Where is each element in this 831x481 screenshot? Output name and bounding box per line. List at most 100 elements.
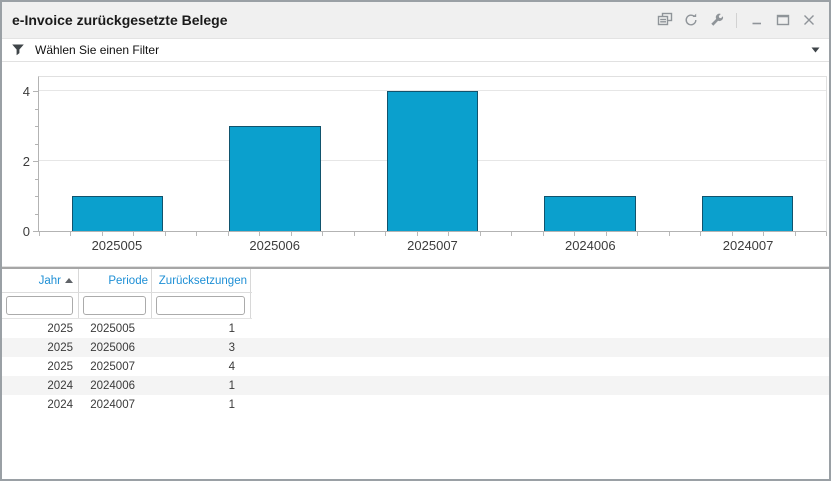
chart-x-tick-label: 2025006 (196, 238, 354, 253)
chart-bar[interactable] (544, 196, 635, 231)
caret-down-icon[interactable] (811, 47, 820, 53)
titlebar-icon-group (654, 10, 819, 31)
column-header-periode[interactable]: Periode (79, 269, 152, 292)
table-cell: 1 (152, 399, 251, 411)
chart-y-tick-label: 4 (23, 84, 30, 99)
column-header-label: Periode (108, 275, 148, 287)
chart-bar[interactable] (387, 91, 478, 231)
popout-icon[interactable] (654, 10, 675, 31)
chart-bar[interactable] (72, 196, 163, 231)
chart-x-tick-mark (39, 232, 40, 236)
table-cell: 3 (152, 342, 251, 354)
table-row[interactable]: 202520250063 (2, 338, 829, 357)
chart-x-tick-mark (417, 232, 418, 236)
table-header-row: Jahr Periode Zurücksetzungen (2, 269, 252, 293)
chart-x-tick-mark (70, 232, 71, 236)
chart-x-tick-mark (826, 232, 827, 236)
table-cell: 2025006 (79, 342, 152, 354)
column-header-label: Jahr (39, 275, 61, 287)
table-cell: 2025 (2, 342, 79, 354)
chart-x-tick-mark (574, 232, 575, 236)
chart-x-tick-mark (165, 232, 166, 236)
chart-x-tick-mark (543, 232, 544, 236)
minimize-icon[interactable] (746, 10, 767, 31)
filter-cell (2, 293, 79, 318)
refresh-icon[interactable] (680, 10, 701, 31)
app-window: e-Invoice zurückgesetzte Belege (0, 0, 831, 481)
chart-bar-cell (354, 91, 511, 231)
table-cell: 2024 (2, 380, 79, 392)
filter-selector-bar[interactable]: Wählen Sie einen Filter (2, 39, 829, 61)
chart-y-axis: 024 (2, 76, 38, 232)
chart-x-tick-mark (795, 232, 796, 236)
chart-x-tick-mark (291, 232, 292, 236)
chart-bar[interactable] (229, 126, 320, 231)
chart-x-tick-mark (322, 232, 323, 236)
chart-x-tick-mark (385, 232, 386, 236)
filter-input-zurücksetzungen[interactable] (156, 296, 245, 315)
chart-bar[interactable] (702, 196, 793, 231)
table-row[interactable]: 202520250051 (2, 319, 829, 338)
filter-funnel-icon (11, 43, 25, 57)
table-cell: 2025005 (79, 323, 152, 335)
table-filter-row (2, 293, 252, 319)
chart-x-tick-label: 2025007 (354, 238, 512, 253)
close-icon[interactable] (798, 10, 819, 31)
chart-y-tick-label: 0 (23, 224, 30, 239)
chart-plot (38, 76, 827, 232)
chart-x-tick-mark (354, 232, 355, 236)
chart-x-tick-mark (637, 232, 638, 236)
table-row[interactable]: 202420240071 (2, 395, 829, 414)
filter-cell (152, 293, 251, 318)
table-cell: 2025 (2, 323, 79, 335)
table-cell: 4 (152, 361, 251, 373)
chart-x-tick-mark (606, 232, 607, 236)
filter-input-jahr[interactable] (6, 296, 73, 315)
chart-x-tick-mark (102, 232, 103, 236)
chart-x-tick-mark (480, 232, 481, 236)
chart-x-tick-label: 2024006 (511, 238, 669, 253)
chart-bar-cell (196, 126, 353, 231)
chart-bars (39, 77, 826, 231)
sort-ascending-icon (65, 278, 73, 283)
filter-input-periode[interactable] (83, 296, 146, 315)
table-row[interactable]: 202420240061 (2, 376, 829, 395)
chart-x-tick-mark (133, 232, 134, 236)
chart-x-tick-label: 2025005 (38, 238, 196, 253)
chart-y-tick-label: 2 (23, 154, 30, 169)
chart-bar-cell (511, 196, 668, 231)
chart-x-tick-mark (732, 232, 733, 236)
chart-x-tick-mark (196, 232, 197, 236)
table-cell: 2024007 (79, 399, 152, 411)
table-cell: 1 (152, 380, 251, 392)
table-cell: 2025 (2, 361, 79, 373)
chart-x-tick-mark (669, 232, 670, 236)
chart-x-tick-mark (228, 232, 229, 236)
filter-cell (79, 293, 152, 318)
chart-x-tick-mark (259, 232, 260, 236)
chart-x-tick-mark (763, 232, 764, 236)
results-table: JahrPeriodeZurücksetzungen 2025202500512… (2, 267, 829, 414)
table-cell: 1 (152, 323, 251, 335)
bar-chart-panel: 0 2 4 20250052025006202500720240062024007 (2, 61, 829, 267)
table-cell: 2024 (2, 399, 79, 411)
column-header-zurücksetzungen[interactable]: Zurücksetzungen (152, 269, 251, 292)
chart-x-tick-label: 2024007 (669, 238, 827, 253)
chart-x-axis: 20250052025006202500720240062024007 (38, 238, 827, 253)
maximize-icon[interactable] (772, 10, 793, 31)
title-bar: e-Invoice zurückgesetzte Belege (2, 2, 829, 39)
chart-x-tick-mark (448, 232, 449, 236)
table-cell: 2025007 (79, 361, 152, 373)
chart-bar-cell (39, 196, 196, 231)
table-row[interactable]: 202520250074 (2, 357, 829, 376)
wrench-icon[interactable] (706, 10, 727, 31)
column-header-label: Zurücksetzungen (159, 275, 247, 287)
column-header-jahr[interactable]: Jahr (2, 269, 79, 292)
window-title: e-Invoice zurückgesetzte Belege (12, 12, 654, 28)
table-cell: 2024006 (79, 380, 152, 392)
filter-selector-label: Wählen Sie einen Filter (35, 43, 159, 57)
table-body: 2025202500512025202500632025202500742024… (2, 319, 829, 414)
titlebar-separator (736, 13, 737, 28)
chart-x-tick-mark (700, 232, 701, 236)
chart-x-tick-mark (511, 232, 512, 236)
